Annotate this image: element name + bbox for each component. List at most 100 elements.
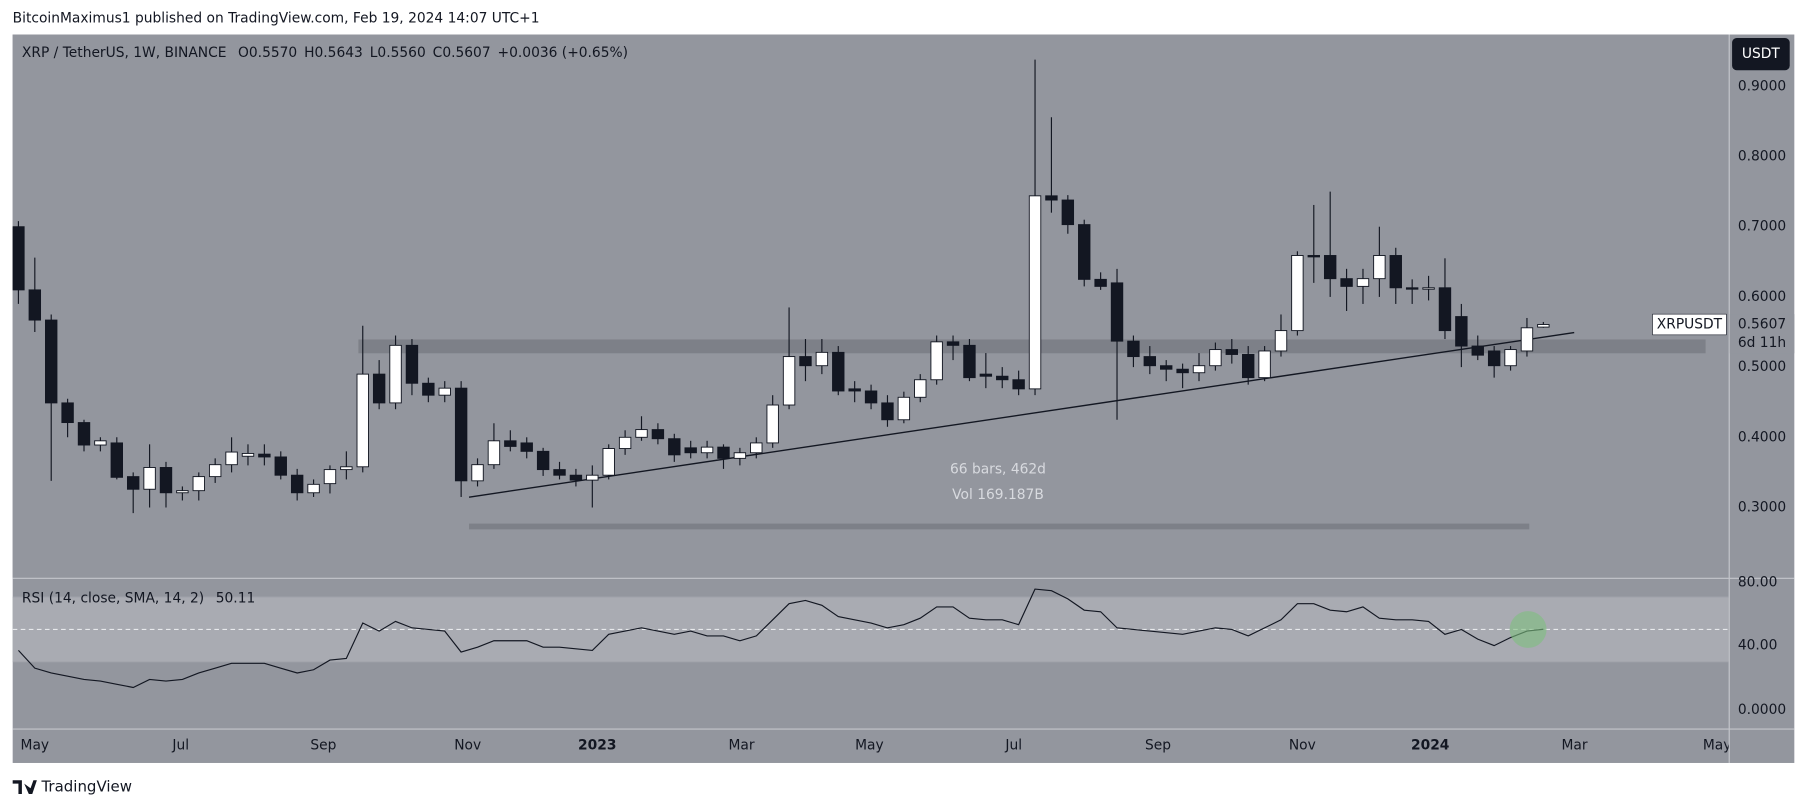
candle-body xyxy=(126,476,140,490)
candle-body xyxy=(487,440,501,466)
y-tick-label: 0.9000 xyxy=(1738,78,1786,94)
candle-body xyxy=(1045,195,1058,201)
candle-body xyxy=(1455,316,1468,347)
candle-body xyxy=(914,379,927,398)
candle-body xyxy=(307,483,320,494)
candle-body xyxy=(77,422,91,446)
candle-body xyxy=(1389,255,1402,289)
x-tick-label: Jul xyxy=(171,738,189,754)
rsi-tick-label: 40.00 xyxy=(1738,638,1778,654)
candle-body xyxy=(1241,354,1255,379)
rsi-line xyxy=(18,588,1544,689)
x-tick-label: Nov xyxy=(1289,738,1316,754)
candle-body xyxy=(520,442,533,452)
price-tag-countdown: 6d 11h xyxy=(1738,335,1786,351)
candle-body xyxy=(1094,278,1107,287)
footer-brand: TradingView xyxy=(40,778,132,796)
x-tick-label: Mar xyxy=(729,738,755,754)
candle-body xyxy=(208,464,222,478)
legend-change: +0.0036 (+0.65%) xyxy=(498,45,628,61)
candle-body xyxy=(1012,379,1025,390)
candles xyxy=(12,59,1550,514)
candle-body xyxy=(569,474,583,481)
candle-body xyxy=(996,375,1009,381)
y-tick-label: 0.4000 xyxy=(1738,429,1786,445)
candle-body xyxy=(618,436,632,449)
y-tick-label: 0.6000 xyxy=(1738,289,1786,305)
candle-body xyxy=(1471,345,1484,356)
candle-body xyxy=(1422,287,1435,290)
x-tick-label: Sep xyxy=(1145,738,1171,754)
candle-body xyxy=(602,448,615,476)
price-pane xyxy=(12,34,1729,578)
x-tick-label: 2023 xyxy=(578,738,616,754)
x-tick-label: Sep xyxy=(310,738,336,754)
candle-body xyxy=(290,474,304,494)
candle-body xyxy=(454,387,468,482)
legend-symbol: XRP / TetherUS, 1W, BINANCE xyxy=(22,45,227,61)
candle-body xyxy=(946,341,960,346)
candle-body xyxy=(750,442,763,454)
candle-body xyxy=(651,429,665,440)
candle-body xyxy=(258,453,271,458)
candle-body xyxy=(110,442,123,478)
currency-button[interactable] xyxy=(1732,37,1790,71)
candle-body xyxy=(1225,349,1239,355)
candle-body xyxy=(61,402,74,424)
measure-volume: Vol 169.187B xyxy=(952,487,1044,503)
candle-body xyxy=(176,490,189,494)
candle-body xyxy=(389,344,402,404)
candle-body xyxy=(1078,224,1091,280)
x-axis: May Jul Sep Nov 2023 Mar May Jul Sep Nov 2024 Mar Ma… xyxy=(21,738,1729,754)
candle-body xyxy=(372,373,386,404)
y-tick-label: 0.3000 xyxy=(1738,500,1786,516)
trendline xyxy=(468,331,1575,498)
candle-body xyxy=(1143,356,1157,367)
candle-body xyxy=(143,467,156,490)
rsi-highlight xyxy=(1509,611,1547,648)
candle-body xyxy=(979,373,993,377)
candle-body xyxy=(45,319,58,404)
candle-body xyxy=(635,429,648,438)
symbol-tag-text: XRPUSDT xyxy=(1657,317,1723,333)
candle-body xyxy=(471,464,484,482)
candle-body xyxy=(963,344,976,379)
candle-body xyxy=(553,469,566,476)
candle-body xyxy=(1340,278,1353,287)
candle-body xyxy=(1028,195,1042,390)
y-tick-label: 0.7000 xyxy=(1738,219,1786,235)
candle-body xyxy=(668,438,681,456)
symbol-tag xyxy=(1652,313,1727,336)
legend-value: 0.5560 xyxy=(377,45,425,61)
candle-body xyxy=(1209,349,1222,367)
rsi-title: RSI (14, close, SMA, 14, 2) 50.11 xyxy=(22,590,255,606)
axes: 0.3000 0.4000 0.5000 0.6000 0.7000 0.8000 0.90… xyxy=(21,78,1795,754)
legend-key: L xyxy=(370,45,378,61)
legend: XRP / TetherUS, 1W, BINANCE O0.5570 H0.564… xyxy=(22,45,628,61)
candle-body xyxy=(1373,255,1386,280)
candle-body xyxy=(1061,199,1075,226)
candle-body xyxy=(1192,365,1206,374)
currency-label[interactable]: USDT xyxy=(1742,46,1781,62)
candle-body xyxy=(422,382,435,396)
candle-body xyxy=(897,396,911,421)
candle-body xyxy=(94,440,107,446)
rsi-pane xyxy=(12,588,1729,689)
candle-body xyxy=(733,452,747,459)
candle-body xyxy=(799,356,812,367)
candle-body xyxy=(1274,330,1288,352)
rsi-tick-label: 80.00 xyxy=(1738,574,1778,590)
candle-body xyxy=(504,440,517,447)
candle-body xyxy=(1127,340,1140,358)
candle-body xyxy=(536,450,550,471)
candle-body xyxy=(1176,368,1189,374)
candle-body xyxy=(1307,255,1320,258)
candle-body xyxy=(323,469,337,485)
price-tag xyxy=(1729,314,1795,354)
candle-body xyxy=(586,474,599,481)
x-tick-label: May xyxy=(855,738,884,754)
candle-body xyxy=(1323,255,1337,280)
candle-body xyxy=(782,356,796,406)
